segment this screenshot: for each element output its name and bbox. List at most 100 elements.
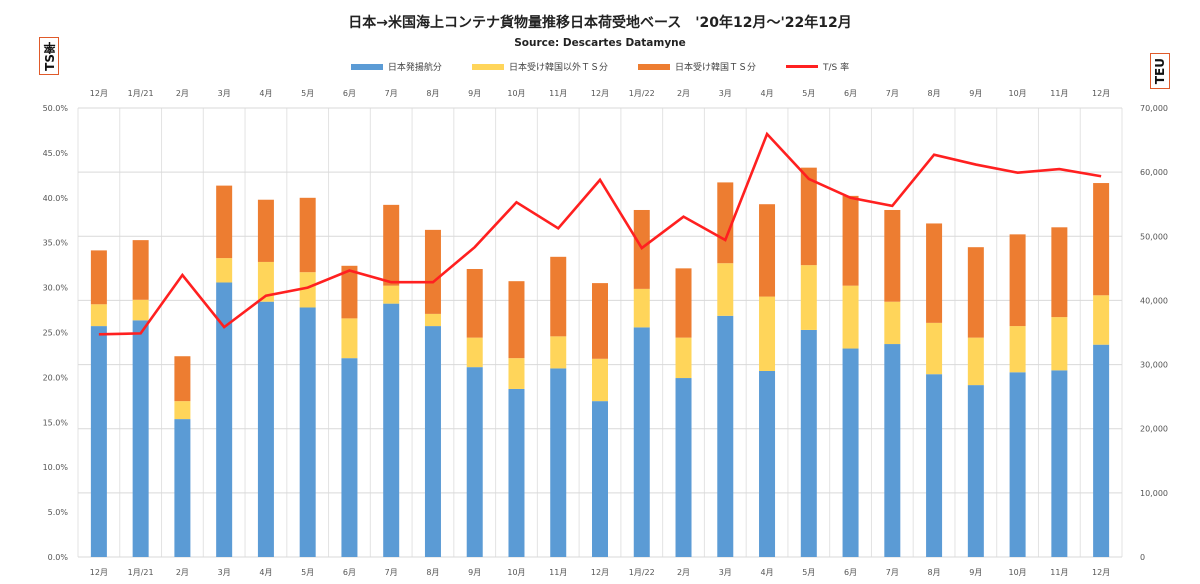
right-tick-label: 20,000	[1140, 425, 1168, 434]
bar-segment-ts-korea	[341, 265, 358, 319]
bar-segment-domestic	[132, 320, 149, 557]
right-tick-label: 50,000	[1140, 232, 1168, 241]
category-label-bottom: 7月	[385, 568, 398, 577]
left-tick-label: 0.0%	[48, 553, 69, 562]
bar-segment-ts-other	[550, 336, 567, 369]
left-tick-label: 20.0%	[43, 373, 69, 382]
right-tick-label: 70,000	[1140, 104, 1168, 113]
bar-segment-domestic	[257, 301, 274, 557]
left-tick-label: 45.0%	[43, 149, 69, 158]
category-label-bottom: 6月	[343, 568, 356, 577]
bar-segment-domestic	[466, 367, 483, 557]
left-tick-label: 15.0%	[43, 418, 69, 427]
legend-label: T/S 率	[822, 63, 850, 73]
chart-title: 日本→米国海上コンテナ貨物量推移日本荷受地ベース '20年12月～'22年12月	[348, 15, 852, 31]
right-tick-label: 10,000	[1140, 489, 1168, 498]
bar-segment-domestic	[508, 388, 525, 557]
bar-segment-domestic	[592, 401, 608, 557]
bar-segment-ts-other	[1009, 326, 1026, 373]
category-label-top: 8月	[426, 89, 439, 98]
category-label-bottom: 4月	[259, 568, 272, 577]
bar-segment-domestic	[800, 329, 817, 557]
category-label-bottom: 11月	[1050, 568, 1068, 577]
right-tick-label: 60,000	[1140, 168, 1168, 177]
bar-segment-ts-korea	[1093, 183, 1110, 296]
bar-segment-ts-other	[800, 265, 817, 330]
bar-segment-domestic	[1093, 344, 1110, 557]
category-label-bottom: 12月	[90, 568, 108, 577]
bar-segment-ts-other	[299, 272, 316, 308]
bar-segment-ts-korea	[424, 229, 441, 314]
left-tick-label: 50.0%	[43, 104, 69, 113]
legend-label: 日本受け韓国ＴＳ分	[674, 63, 756, 73]
bar-segment-domestic	[424, 326, 441, 557]
legend-swatch	[471, 63, 504, 70]
legend-item-ts-korea: 日本受け韓国ＴＳ分	[637, 60, 756, 73]
bar-segment-ts-other	[216, 258, 233, 283]
left-tick-label: 5.0%	[48, 508, 69, 517]
bar-segment-domestic	[383, 303, 400, 557]
category-label-top: 1月/22	[629, 89, 655, 98]
left-tick-label: 40.0%	[43, 194, 69, 203]
bar-segment-ts-korea	[550, 256, 567, 337]
category-label-top: 12月	[90, 89, 108, 98]
bar-segment-ts-korea	[174, 356, 191, 402]
right-tick-label: 30,000	[1140, 361, 1168, 370]
bar-segment-ts-korea	[1051, 227, 1068, 318]
left-tick-label: 35.0%	[43, 239, 69, 248]
category-label-bottom: 2月	[677, 568, 690, 577]
bar-segment-ts-other	[717, 263, 734, 316]
category-label-bottom: 5月	[301, 568, 314, 577]
bar-segment-domestic	[1009, 372, 1026, 557]
category-label-top: 1月/21	[128, 89, 154, 98]
bar-segment-domestic	[299, 307, 316, 557]
bar-segment-ts-other	[926, 322, 943, 375]
legend-swatch	[785, 65, 818, 68]
legend-item-ts-other: 日本受け韓国以外ＴＳ分	[471, 60, 608, 73]
bar-segment-ts-other	[592, 358, 608, 402]
bar-segment-ts-korea	[800, 167, 817, 266]
bar-segment-ts-korea	[926, 223, 943, 323]
category-label-bottom: 2月	[176, 568, 189, 577]
category-label-top: 10月	[507, 89, 525, 98]
category-label-bottom: 7月	[886, 568, 899, 577]
bar-segment-ts-korea	[1009, 234, 1026, 327]
category-label-top: 4月	[760, 89, 773, 98]
category-label-top: 4月	[259, 89, 272, 98]
bar-segment-domestic	[967, 385, 984, 557]
bar-segment-ts-other	[424, 313, 441, 327]
category-label-bottom: 12月	[591, 568, 609, 577]
category-label-top: 5月	[301, 89, 314, 98]
bar-segment-ts-korea	[884, 209, 901, 302]
category-label-top: 11月	[1050, 89, 1068, 98]
legend-item-domestic: 日本発揚航分	[350, 60, 442, 73]
bar-segment-ts-korea	[466, 268, 483, 338]
category-label-top: 7月	[385, 89, 398, 98]
category-label-bottom: 1月/22	[629, 568, 655, 577]
left-tick-label: 10.0%	[43, 463, 69, 472]
category-label-top: 6月	[844, 89, 857, 98]
bar-segment-ts-korea	[132, 240, 149, 300]
bar-segment-ts-other	[466, 337, 483, 368]
category-label-top: 5月	[802, 89, 815, 98]
bar-segment-ts-korea	[257, 199, 274, 262]
category-label-top: 3月	[218, 89, 231, 98]
category-label-top: 12月	[591, 89, 609, 98]
category-label-bottom: 9月	[969, 568, 982, 577]
left-axis-label: TS率	[39, 37, 59, 75]
bar-segment-ts-other	[967, 337, 984, 386]
bar-segment-domestic	[633, 327, 650, 557]
bar-segment-ts-other	[759, 296, 776, 371]
bar-segment-ts-other	[884, 301, 901, 345]
category-label-bottom: 10月	[1009, 568, 1027, 577]
right-tick-label: 40,000	[1140, 296, 1168, 305]
category-label-bottom: 3月	[218, 568, 231, 577]
bar-segment-ts-other	[383, 285, 400, 304]
legend-label: 日本受け韓国以外ＴＳ分	[508, 63, 608, 73]
bar-segment-domestic	[926, 374, 943, 557]
bar-segment-ts-korea	[592, 283, 608, 359]
bar-segment-ts-other	[633, 288, 650, 328]
bar-segment-ts-other	[257, 261, 274, 302]
category-label-top: 9月	[468, 89, 481, 98]
